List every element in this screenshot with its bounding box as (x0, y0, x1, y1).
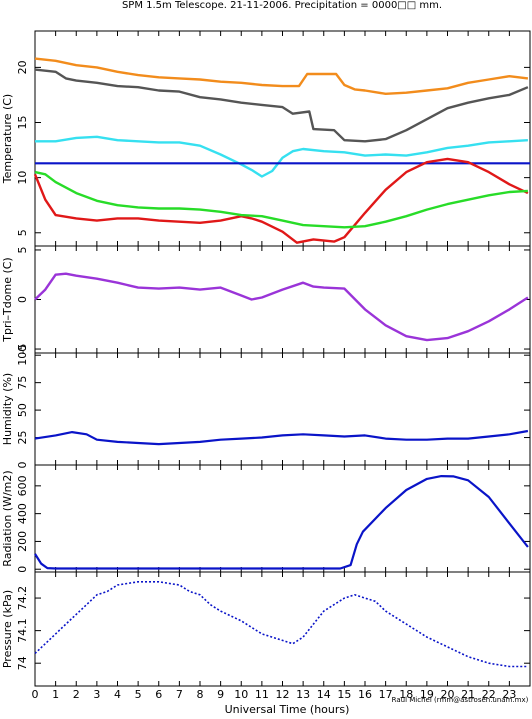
x-tick-label: 22 (482, 688, 496, 701)
credit-label: Raul Michel (rmm@astrosen.unam.mx) (392, 696, 529, 704)
series-line-blue (34, 475, 529, 570)
y-tick-label: 74.1 (16, 618, 29, 643)
series-line-orange (34, 57, 529, 96)
y-axis-label: Humidity (%) (1, 373, 14, 445)
x-tick-label: 21 (461, 688, 475, 701)
y-axis-label: Tpri–Tdome (C) (1, 257, 14, 342)
x-tick-label: 15 (337, 688, 351, 701)
y-tick-label: 74 (16, 656, 29, 670)
x-tick-label: 16 (358, 688, 372, 701)
series-line-dark (34, 68, 529, 143)
x-tick-label: 5 (135, 688, 142, 701)
y-tick-label: 400 (16, 503, 29, 524)
series-line-purple (34, 272, 529, 342)
series-line-green (34, 170, 528, 229)
y-tick-label: 0 (16, 462, 29, 469)
x-tick-label: 12 (276, 688, 290, 701)
chart-title: SPM 1.5m Telescope. 21-11-2006. Precipit… (122, 0, 442, 11)
series-line-cyan (35, 135, 528, 178)
x-tick-label: 13 (296, 688, 310, 701)
panel-frame-1 (34, 245, 531, 354)
x-tick-label: 6 (155, 688, 162, 701)
panel-frame-3 (34, 464, 531, 573)
x-tick-label: 19 (420, 688, 434, 701)
x-tick-label: 10 (234, 688, 248, 701)
y-tick-label: 5 (16, 229, 29, 236)
y-tick-label: 600 (16, 475, 29, 496)
series-line-blue (34, 580, 528, 668)
x-tick-label: 0 (32, 688, 39, 701)
y-tick-label: -5 (16, 344, 29, 355)
x-tick-label: 2 (73, 688, 80, 701)
series-line-blue (34, 429, 529, 446)
y-tick-label: 10 (16, 171, 29, 185)
y-axis-label: Radiation (W/m2) (1, 470, 14, 566)
panel-frame-4 (34, 571, 531, 687)
y-tick-label: 0 (16, 296, 29, 303)
x-tick-label: 18 (399, 688, 413, 701)
y-tick-label: 0 (16, 566, 29, 573)
y-tick-label: 200 (16, 531, 29, 552)
y-axis-label: Pressure (kPa) (1, 590, 14, 668)
y-tick-label: 20 (16, 60, 29, 74)
x-tick-label: 20 (441, 688, 455, 701)
y-tick-label: 74.2 (16, 586, 29, 611)
x-tick-label: 1 (52, 688, 59, 701)
x-tick-label: 14 (317, 688, 331, 701)
x-tick-label: 9 (217, 688, 224, 701)
y-tick-label: 5 (16, 246, 29, 253)
y-axis-label: Temperature (C) (1, 94, 14, 184)
x-tick-label: 8 (197, 688, 204, 701)
x-tick-label: 23 (502, 688, 516, 701)
x-tick-label: 7 (176, 688, 183, 701)
y-tick-label: 25 (16, 431, 29, 445)
x-axis-label: Universal Time (hours) (225, 703, 350, 716)
y-tick-label: 75 (16, 376, 29, 390)
y-tick-label: 50 (16, 403, 29, 417)
y-tick-label: 15 (16, 116, 29, 130)
series-line-red (33, 157, 529, 244)
y-tick-label: 100 (16, 345, 29, 366)
x-tick-label: 4 (114, 688, 121, 701)
x-tick-label: 11 (255, 688, 269, 701)
panel-frame-2 (34, 352, 531, 466)
x-tick-label: 3 (93, 688, 100, 701)
x-tick-label: 17 (379, 688, 393, 701)
